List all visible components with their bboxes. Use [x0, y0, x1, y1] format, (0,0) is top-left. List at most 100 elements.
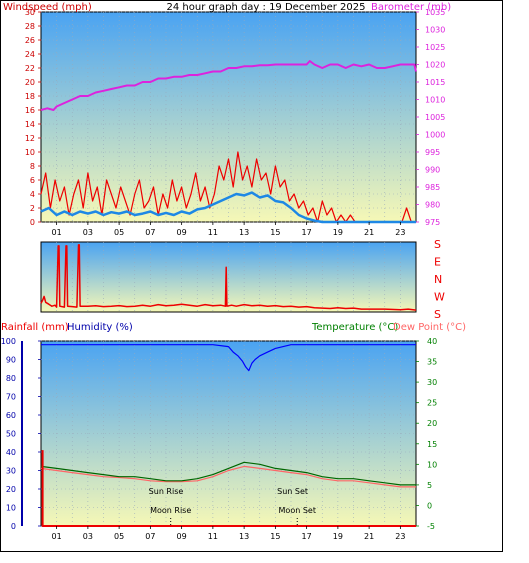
- wind-x-label: 23: [395, 228, 405, 237]
- wind-x-label: 15: [270, 228, 280, 237]
- humidity-y-label: 40: [6, 448, 16, 457]
- wind-y-label: 6: [30, 176, 35, 185]
- baro-y-label: 1020: [425, 61, 445, 70]
- baro-y-label: 980: [425, 201, 440, 210]
- wind-x-label: 03: [83, 228, 93, 237]
- temp-y-label: 25: [427, 399, 437, 408]
- temp-x-label: 05: [114, 532, 124, 541]
- wind-x-label: 19: [333, 228, 343, 237]
- baro-y-label: 975: [425, 218, 440, 227]
- wind-y-label: 16: [25, 106, 35, 115]
- temp-x-label: 01: [52, 532, 62, 541]
- temp-x-label: 21: [364, 532, 374, 541]
- temp-y-label: 35: [427, 358, 437, 367]
- temperature-line: [40, 461, 416, 486]
- baro-y-label: 1015: [425, 78, 445, 87]
- wind-y-label: 26: [25, 36, 35, 45]
- compass-label: N: [434, 273, 442, 286]
- wind-x-label: 07: [145, 228, 155, 237]
- temp-y-label: 30: [427, 378, 437, 387]
- wind-x-label: 17: [302, 228, 312, 237]
- wind-x-label: 09: [177, 228, 187, 237]
- moon-rise-label: Moon Rise: [150, 506, 191, 515]
- wind-y-label: 0: [30, 218, 35, 227]
- humidity-axis-title: Humidity (%): [67, 322, 133, 333]
- wind-y-label: 22: [25, 64, 35, 73]
- sun-rise-label: Sun Rise: [149, 487, 184, 496]
- dewpoint-line: [40, 465, 416, 488]
- wind-y-label: 18: [25, 92, 35, 101]
- temp-x-label: 19: [333, 532, 343, 541]
- moon-set-label: Moon Set: [279, 506, 316, 515]
- temp-y-label: 40: [427, 337, 437, 346]
- baro-y-label: 990: [425, 166, 440, 175]
- temp-y-label: 10: [427, 460, 437, 469]
- temp-y-label: 0: [427, 501, 432, 510]
- temp-x-label: 11: [208, 532, 218, 541]
- compass-label: W: [434, 291, 445, 304]
- temp-x-label: 17: [302, 532, 312, 541]
- humidity-y-label: 60: [6, 411, 16, 420]
- humidity-y-label: 70: [6, 393, 16, 402]
- temp-x-label: 07: [145, 532, 155, 541]
- wind-y-label: 28: [25, 22, 35, 31]
- temp-x-label: 03: [83, 532, 93, 541]
- temp-y-label: -5: [427, 522, 435, 531]
- humidity-y-label: 0: [11, 522, 16, 531]
- humidity-y-label: 10: [6, 504, 16, 513]
- baro-y-label: 995: [425, 148, 440, 157]
- wind-y-label: 24: [25, 50, 35, 59]
- wind-y-label: 14: [25, 120, 35, 129]
- temp-y-label: 5: [427, 481, 432, 490]
- humidity-y-label: 80: [6, 374, 16, 383]
- dewpoint-axis-title: Dew Point (°C): [393, 322, 466, 333]
- compass-label: S: [434, 308, 441, 321]
- humidity-y-label: 100: [1, 337, 16, 346]
- graph-title: 24 hour graph day : 19 December 2025: [167, 2, 366, 13]
- baro-y-label: 985: [425, 183, 440, 192]
- wind-axis-title: Windspeed (mph): [3, 2, 92, 13]
- wind-x-label: 21: [364, 228, 374, 237]
- humidity-y-label: 50: [6, 430, 16, 439]
- humidity-y-label: 20: [6, 485, 16, 494]
- wind-y-label: 2: [30, 204, 35, 213]
- wind-y-label: 20: [25, 78, 35, 87]
- wind-x-label: 11: [208, 228, 218, 237]
- wind-x-label: 05: [114, 228, 124, 237]
- temp-x-label: 15: [270, 532, 280, 541]
- humidity-y-label: 30: [6, 467, 16, 476]
- baro-y-label: 1030: [425, 26, 445, 35]
- humidity-line: [41, 344, 416, 372]
- temperature-axis-title: Temperature (°C): [311, 322, 398, 333]
- wind-x-label: 13: [239, 228, 249, 237]
- rainfall-axis-title: Rainfall (mm): [1, 322, 69, 333]
- temp-y-label: 20: [427, 419, 437, 428]
- temp-y-label: 15: [427, 440, 437, 449]
- temp-x-label: 23: [395, 532, 405, 541]
- windspeed-line: [40, 151, 416, 223]
- wind-x-label: 01: [52, 228, 62, 237]
- wind-direction-line: [40, 244, 417, 311]
- wind-y-label: 12: [25, 134, 35, 143]
- baro-y-label: 1005: [425, 113, 445, 122]
- wind-y-label: 30: [25, 8, 35, 17]
- wind-y-label: 4: [30, 190, 35, 199]
- direction-panel-bg: [40, 241, 417, 313]
- baro-y-label: 1025: [425, 43, 445, 52]
- barometer-line: [40, 60, 417, 111]
- baro-y-label: 1035: [425, 8, 445, 17]
- average-wind-line: [40, 191, 416, 224]
- compass-label: S: [434, 238, 441, 251]
- rainfall-line: [41, 450, 416, 527]
- temp-x-label: 09: [177, 532, 187, 541]
- humidity-y-label: 90: [6, 356, 16, 365]
- wind-y-label: 8: [30, 162, 35, 171]
- temp-x-label: 13: [239, 532, 249, 541]
- compass-label: E: [434, 256, 441, 269]
- wind-y-label: 10: [25, 148, 35, 157]
- sun-set-label: Sun Set: [277, 487, 308, 496]
- baro-y-label: 1000: [425, 131, 445, 140]
- baro-axis-title: Barometer (mb): [371, 2, 451, 13]
- baro-y-label: 1010: [425, 96, 445, 105]
